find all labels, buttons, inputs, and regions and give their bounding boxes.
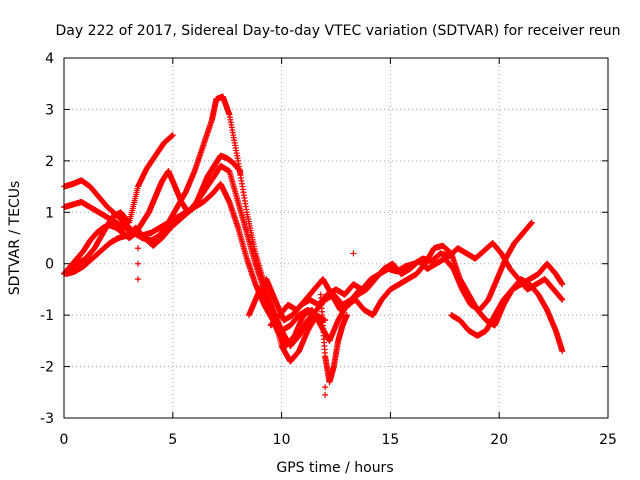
x-tick-label: 0 xyxy=(60,432,69,448)
y-tick-label: 0 xyxy=(45,257,54,273)
x-axis-label: GPS time / hours xyxy=(276,460,393,476)
y-tick-label: -2 xyxy=(40,360,54,376)
series-track-5 xyxy=(63,163,320,365)
y-tick-label: 3 xyxy=(45,102,54,118)
data-point xyxy=(169,132,176,139)
data-layer xyxy=(61,93,566,398)
y-axis-label: SDTVAR / TECUs xyxy=(7,181,23,296)
x-tick-label: 25 xyxy=(599,432,617,448)
y-tick-label: 2 xyxy=(45,154,54,170)
grid-layer xyxy=(64,58,608,418)
x-tick-label: 10 xyxy=(273,432,291,448)
series-track-3 xyxy=(61,152,244,277)
x-tick-label: 20 xyxy=(490,432,508,448)
chart-title: Day 222 of 2017, Sidereal Day-to-day VTE… xyxy=(55,23,620,39)
series-track-4 xyxy=(65,132,176,272)
axis-layer: 0 5 10 15 20 25 -3 -2 -1 0 1 2 3 4 xyxy=(40,51,617,448)
y-tick-label: -3 xyxy=(40,411,54,427)
y-tick-label: 1 xyxy=(45,205,54,221)
y-tick-label: -1 xyxy=(40,308,54,324)
x-tick-label: 15 xyxy=(381,432,399,448)
y-tick-label: 4 xyxy=(45,51,54,67)
series-track-2 xyxy=(61,93,363,349)
x-tick-label: 5 xyxy=(168,432,177,448)
